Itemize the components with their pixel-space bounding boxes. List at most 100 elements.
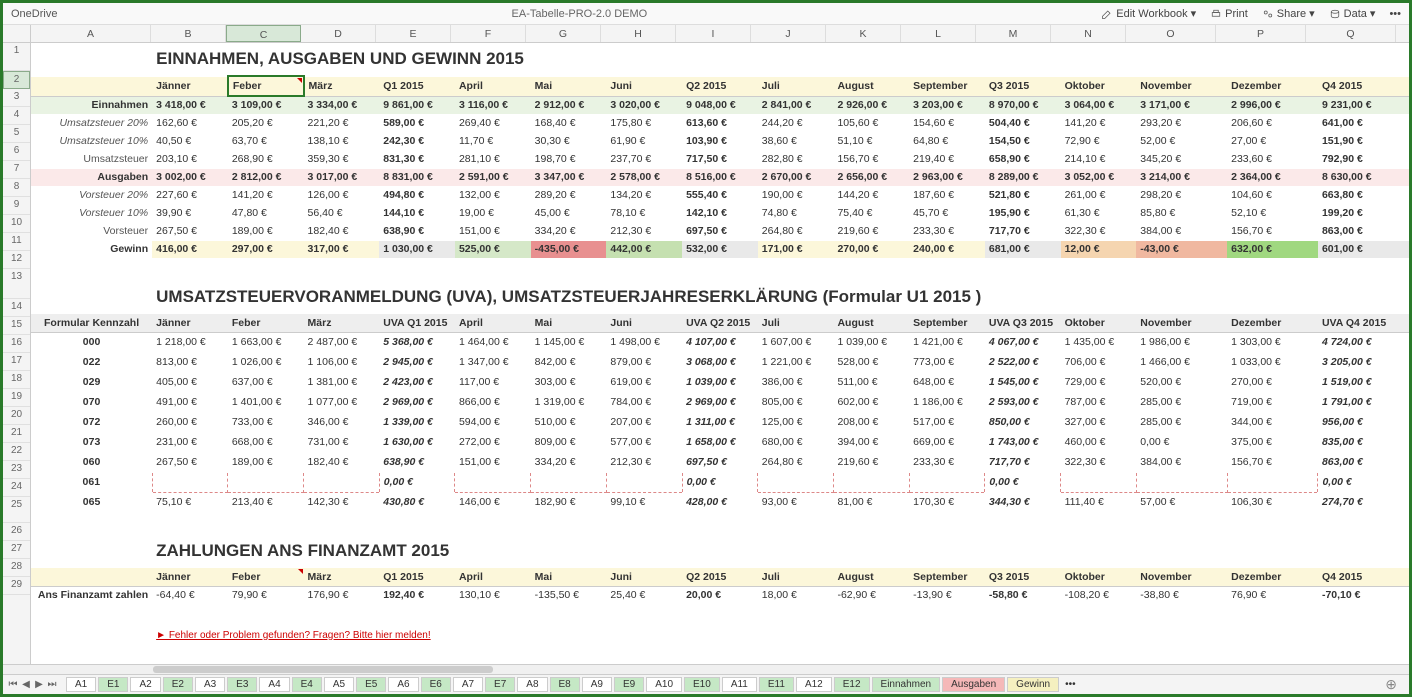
month-header[interactable]: April	[455, 567, 531, 586]
cell[interactable]	[1061, 472, 1137, 492]
cell[interactable]: 494,80 €	[379, 186, 455, 204]
cell[interactable]: 176,90 €	[304, 586, 380, 604]
sheet-tab-E9[interactable]: E9	[614, 677, 644, 692]
cell[interactable]: 298,20 €	[1136, 186, 1227, 204]
cell[interactable]: 842,00 €	[531, 352, 607, 372]
cell[interactable]: 2 912,00 €	[531, 96, 607, 114]
cell[interactable]: 3 002,00 €	[152, 168, 228, 186]
cell[interactable]: 61,90 €	[606, 132, 682, 150]
cell[interactable]: 268,90 €	[228, 150, 304, 168]
cell[interactable]: 3 214,00 €	[1136, 168, 1227, 186]
cell[interactable]: 863,00 €	[1318, 222, 1409, 240]
cell[interactable]: 428,00 €	[682, 492, 758, 512]
month-header[interactable]: Q2 2015	[682, 76, 758, 96]
cell[interactable]: 51,10 €	[833, 132, 909, 150]
row-header-26[interactable]: 26	[3, 523, 30, 541]
sheet-tab-E10[interactable]: E10	[684, 677, 720, 692]
column-header-P[interactable]: P	[1216, 25, 1306, 42]
cell[interactable]: 813,00 €	[152, 352, 228, 372]
column-header-O[interactable]: O	[1126, 25, 1216, 42]
cell[interactable]: 2 578,00 €	[606, 168, 682, 186]
cell[interactable]: 142,30 €	[304, 492, 380, 512]
cell[interactable]: 1 218,00 €	[152, 332, 228, 352]
data-button[interactable]: Data ▾	[1329, 7, 1376, 20]
uva-month-header[interactable]: Jänner	[152, 313, 228, 332]
uva-month-header[interactable]: September	[909, 313, 985, 332]
cell[interactable]: 835,00 €	[1318, 432, 1409, 452]
cell[interactable]: 386,00 €	[758, 372, 834, 392]
uva-month-header[interactable]: Feber	[228, 313, 304, 332]
column-header-A[interactable]: A	[31, 25, 151, 42]
row-header-6[interactable]: 6	[3, 143, 30, 161]
cell[interactable]: 0,00 €	[379, 472, 455, 492]
cell[interactable]: 27,00 €	[1227, 132, 1318, 150]
cell[interactable]: 57,00 €	[1136, 492, 1227, 512]
cell[interactable]: 151,90 €	[1318, 132, 1409, 150]
row-header-3[interactable]: 3	[3, 89, 30, 107]
cell[interactable]: 1 303,00 €	[1227, 332, 1318, 352]
cell[interactable]: 1 030,00 €	[379, 240, 455, 258]
cell[interactable]: 30,30 €	[531, 132, 607, 150]
month-header[interactable]: Dezember	[1227, 567, 1318, 586]
month-header[interactable]: Oktober	[1061, 567, 1137, 586]
prev-sheet-button[interactable]: ◀	[20, 679, 32, 691]
cell[interactable]: 346,00 €	[304, 412, 380, 432]
row-label[interactable]: Einnahmen	[31, 96, 152, 114]
cell[interactable]: 879,00 €	[606, 352, 682, 372]
cell[interactable]: 525,00 €	[455, 240, 531, 258]
cell[interactable]: 189,00 €	[228, 222, 304, 240]
cell[interactable]: 233,30 €	[909, 222, 985, 240]
cell[interactable]: 18,00 €	[758, 586, 834, 604]
cell[interactable]: 334,20 €	[531, 452, 607, 472]
cell[interactable]: 589,00 €	[379, 114, 455, 132]
cell[interactable]: 717,70 €	[985, 452, 1061, 472]
sheet-tab-A6[interactable]: A6	[388, 677, 418, 692]
cell[interactable]: 182,40 €	[304, 452, 380, 472]
cell[interactable]: 61,30 €	[1061, 204, 1137, 222]
cell[interactable]: 168,40 €	[531, 114, 607, 132]
row-header-17[interactable]: 17	[3, 353, 30, 371]
cell[interactable]: 334,20 €	[531, 222, 607, 240]
column-header-D[interactable]: D	[301, 25, 376, 42]
cell[interactable]: 8 970,00 €	[985, 96, 1061, 114]
cell[interactable]: 594,00 €	[455, 412, 531, 432]
cell[interactable]: 105,60 €	[833, 114, 909, 132]
cell[interactable]: 1 311,00 €	[682, 412, 758, 432]
kennzahl[interactable]: 060	[31, 452, 152, 472]
error-link[interactable]: ► Fehler oder Problem gefunden? Fragen? …	[152, 626, 1409, 643]
cell[interactable]: 281,10 €	[455, 150, 531, 168]
cell[interactable]: 8 630,00 €	[1318, 168, 1409, 186]
month-header[interactable]: Q3 2015	[985, 76, 1061, 96]
last-sheet-button[interactable]: ⏭	[46, 679, 58, 691]
sheet-tab-A1[interactable]: A1	[66, 677, 96, 692]
cell[interactable]: 430,80 €	[379, 492, 455, 512]
cell[interactable]: 19,00 €	[455, 204, 531, 222]
cell[interactable]: 638,90 €	[379, 452, 455, 472]
cell[interactable]: 2 670,00 €	[758, 168, 834, 186]
cell[interactable]: 213,40 €	[228, 492, 304, 512]
cell[interactable]: 9 231,00 €	[1318, 96, 1409, 114]
cell[interactable]: 182,40 €	[304, 222, 380, 240]
cell[interactable]: 517,00 €	[909, 412, 985, 432]
cell[interactable]: 212,30 €	[606, 222, 682, 240]
cell[interactable]: 39,90 €	[152, 204, 228, 222]
cell[interactable]	[1227, 472, 1318, 492]
cell[interactable]: 638,90 €	[379, 222, 455, 240]
cell[interactable]: 1 401,00 €	[228, 392, 304, 412]
cell[interactable]: 3 109,00 €	[228, 96, 304, 114]
month-header[interactable]: Q3 2015	[985, 567, 1061, 586]
cell[interactable]: 1 630,00 €	[379, 432, 455, 452]
cell[interactable]: 162,60 €	[152, 114, 228, 132]
next-sheet-button[interactable]: ▶	[33, 679, 45, 691]
cell[interactable]: 956,00 €	[1318, 412, 1409, 432]
cell[interactable]: -64,40 €	[152, 586, 228, 604]
cell[interactable]: 345,20 €	[1136, 150, 1227, 168]
cell[interactable]: 2 812,00 €	[228, 168, 304, 186]
uva-month-header[interactable]: März	[304, 313, 380, 332]
month-header[interactable]: Q4 2015	[1318, 76, 1409, 96]
row-label[interactable]: Umsatzsteuer	[31, 150, 152, 168]
kennzahl[interactable]: 000	[31, 332, 152, 352]
sheet-tab-E4[interactable]: E4	[292, 677, 322, 692]
cell[interactable]: 1 339,00 €	[379, 412, 455, 432]
cell[interactable]: 3 205,00 €	[1318, 352, 1409, 372]
